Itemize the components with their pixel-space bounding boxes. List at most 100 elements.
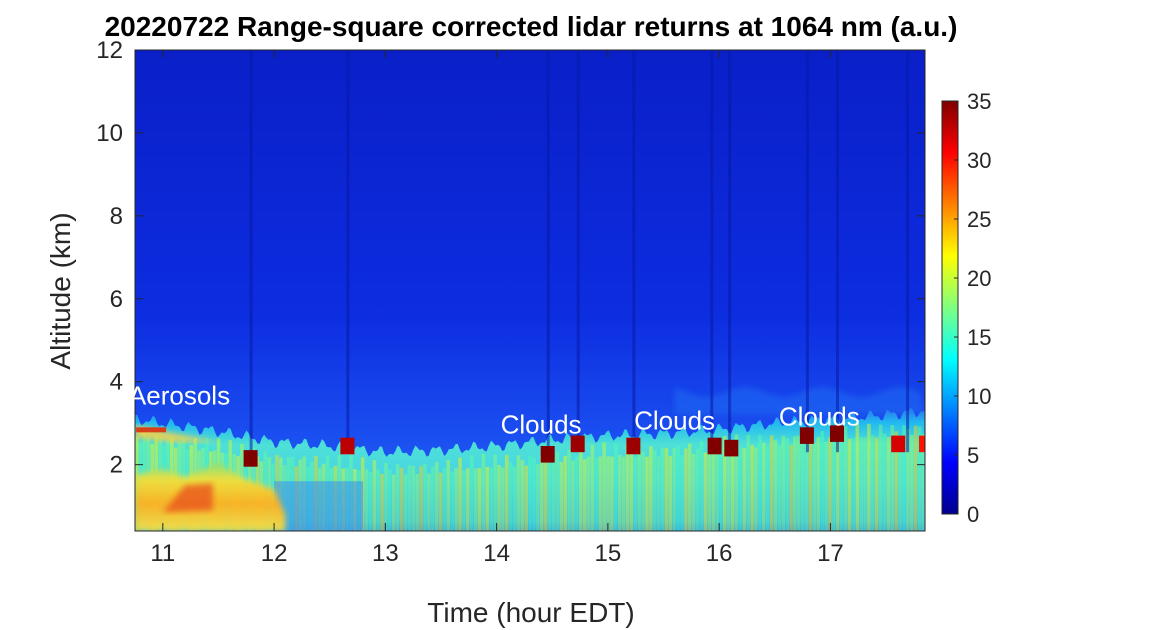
y-tick-label: 4 [110,369,123,396]
heatmap-streak [415,473,419,531]
cloud-patch [919,435,925,453]
x-tick-label: 14 [483,540,510,567]
heatmap-streak [672,448,676,531]
heatmap-streak [730,448,735,531]
heatmap-streak [691,453,696,531]
heatmap-streak [395,464,400,531]
heatmap-streak [758,435,762,531]
heatmap-streak [878,424,883,531]
annotation-label: Aerosols [129,381,230,411]
heatmap-streak [438,472,443,531]
heatmap-streak [777,445,782,531]
heatmap-streak [851,437,856,531]
heatmap-streak [481,454,486,531]
colorbar-tick-label: 30 [967,148,991,173]
elevated-aerosol-core [136,427,167,433]
cloud-patch [340,437,355,455]
heatmap-streak [469,455,474,531]
heatmap-streak [882,433,887,531]
heatmap-streak [781,435,786,531]
heatmap-streak [368,472,373,531]
heatmap-streak [450,471,454,531]
heatmap-streak [921,433,925,531]
x-tick-label: 16 [706,540,733,567]
heatmap-streak [785,437,789,531]
heatmap-streak [769,435,774,531]
heatmap-streak [680,455,684,531]
y-tick-label: 2 [110,452,123,479]
attenuation-column [546,50,550,453]
heatmap-streak [684,448,688,531]
heatmap-streak [442,467,447,531]
heatmap-streak [719,449,723,531]
heatmap-streak [832,428,836,531]
heatmap-streak [820,430,824,531]
annotation-label: Clouds [634,405,715,435]
heatmap-streak [419,466,423,531]
heatmap-streak [505,455,509,531]
x-tick-label: 15 [595,540,622,567]
heatmap-streak [645,456,649,531]
heatmap-streak [602,442,606,531]
cloud-patch [707,437,722,455]
heatmap-streak [688,443,692,531]
heatmap-streak [508,462,513,531]
heatmap-streak [586,456,591,531]
heatmap-streak [617,454,622,531]
heatmap-streak [598,456,602,531]
heatmap-streak [765,446,770,531]
heatmap-streak [695,448,700,531]
heatmap-streak [707,449,712,531]
x-tick-label: 11 [150,540,175,567]
attenuation-column [346,50,350,453]
heatmap-streak [894,431,898,531]
heatmap-streak [536,464,540,531]
heatmap-streak [750,444,754,531]
colorbar: 0 5 10 15 20 25 30 35 [941,89,991,527]
x-tick-label: 13 [372,540,399,567]
colorbar-tick-label: 25 [967,207,991,232]
heatmap-streak [399,467,404,531]
heatmap-streak [621,456,626,531]
heatmap-streak [411,466,416,531]
heatmap-streak [431,467,435,531]
cloud-patch [891,435,906,453]
heatmap-streak [372,460,377,531]
heatmap-streak [501,467,505,531]
heatmap-streak [742,448,747,531]
heatmap-streak [477,468,482,531]
cloud-patch [540,446,555,463]
heatmap-streak [847,438,852,531]
aerosol-core [162,483,213,513]
heatmap-streak [703,452,708,531]
heatmap-streak [699,441,704,531]
heatmap-streak [726,449,731,531]
heatmap-streak [462,470,466,531]
heatmap-streak [407,465,412,531]
heatmap-streak [563,456,567,531]
colorbar-tick-label: 5 [967,443,979,468]
heatmap-streak [434,462,439,531]
heatmap-streak [641,451,645,531]
heatmap-streak [902,425,906,531]
colorbar-tick-label: 35 [967,89,991,114]
heatmap-streak [804,436,809,531]
attenuation-column [906,50,910,453]
y-tick-label: 6 [110,286,123,313]
annotation-label: Clouds [779,401,860,431]
heatmap-streak [559,461,564,531]
heatmap-streak [543,454,548,531]
heatmap-streak [473,468,478,531]
x-axis: 11 12 13 14 15 16 17 [150,50,844,567]
heatmap-streak [793,436,797,531]
heatmap-streak [867,423,871,531]
heatmap-layer [135,50,925,531]
heatmap-streak [555,452,560,531]
heatmap-streak [594,457,599,531]
heatmap-streak [388,469,392,531]
heatmap-streak [637,445,641,531]
heatmap-streak [816,437,821,531]
cloud-patch [570,435,585,453]
heatmap-streak [380,473,384,531]
